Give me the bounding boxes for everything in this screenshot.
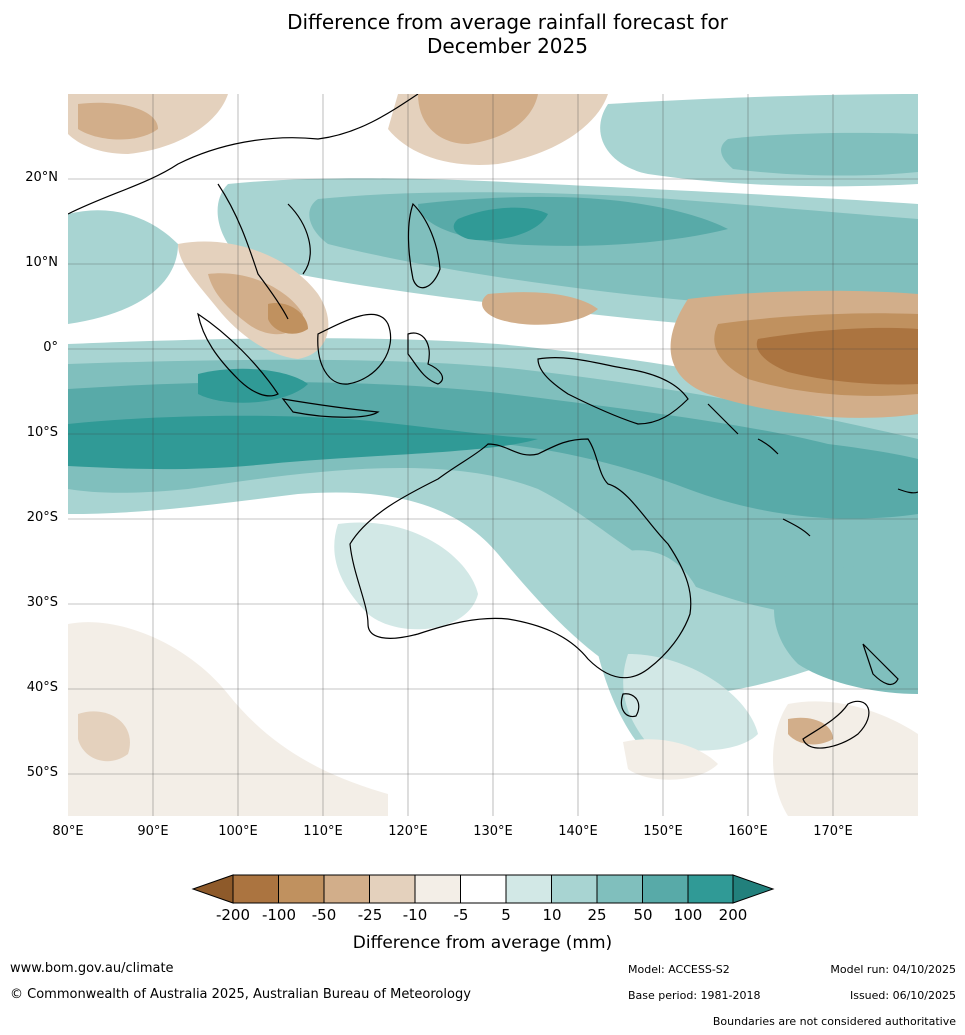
colorbar-segment	[414, 874, 461, 904]
colorbar-label: -100	[261, 906, 297, 924]
lon-label-90e: 90°E	[137, 824, 169, 839]
colorbar-title: Difference from average (mm)	[352, 933, 613, 953]
lon-label-140e: 140°E	[558, 824, 598, 839]
colorbar-segment	[232, 874, 279, 904]
lat-label-10n: 10°N	[25, 255, 58, 270]
australia-outline	[349, 438, 692, 679]
colorbar-segment	[642, 874, 689, 904]
borneo-outline	[317, 313, 392, 385]
colorbar-segment	[596, 874, 643, 904]
colorbar-segment	[323, 874, 370, 904]
colorbar-label: 50	[633, 906, 653, 924]
colorbar-label: -5	[453, 906, 469, 924]
lat-label-40s: 40°S	[26, 680, 58, 695]
lon-label-170e: 170°E	[813, 824, 853, 839]
colorbar-label: -200	[215, 906, 251, 924]
colorbar-segment	[551, 874, 598, 904]
model-run-date: Model run: 04/10/2025	[830, 963, 956, 976]
map-canvas	[68, 94, 918, 816]
colorbar-label: 100	[673, 906, 703, 924]
asia-mainland-outline	[68, 94, 419, 320]
pacific-islands-outline	[707, 403, 918, 537]
philippines-outline	[407, 202, 441, 289]
colorbar-label: 200	[718, 906, 748, 924]
new-guinea-outline	[537, 357, 689, 425]
bom-website-link[interactable]: www.bom.gov.au/climate	[10, 961, 174, 976]
lon-label-110e: 110°E	[303, 824, 343, 839]
colorbar-label: 5	[501, 906, 511, 924]
sulawesi-outline	[407, 332, 443, 385]
java-outline	[281, 398, 380, 418]
wet-anomaly-layer	[68, 94, 918, 774]
lat-label-0: 0°	[43, 340, 58, 355]
lat-label-10s: 10°S	[26, 425, 58, 440]
colorbar-segment	[687, 874, 734, 904]
map-title: Difference from average rainfall forecas…	[0, 10, 965, 58]
coastlines	[68, 94, 918, 749]
lon-label-130e: 130°E	[473, 824, 513, 839]
colorbar-segment	[369, 874, 416, 904]
lon-label-150e: 150°E	[643, 824, 683, 839]
colorbar-label: 10	[542, 906, 562, 924]
colorbar-segment-highest	[732, 874, 775, 904]
lat-label-20n: 20°N	[25, 170, 58, 185]
colorbar-label: -25	[357, 906, 383, 924]
colorbar-segment	[505, 874, 552, 904]
rainfall-anomaly-map	[68, 94, 918, 816]
title-line-1: Difference from average rainfall forecas…	[287, 10, 728, 34]
copyright-notice: © Commonwealth of Australia 2025, Austra…	[10, 987, 471, 1002]
lon-label-80e: 80°E	[52, 824, 84, 839]
colorbar-label: -10	[402, 906, 428, 924]
tasmania-outline	[620, 693, 640, 718]
lon-label-120e: 120°E	[388, 824, 428, 839]
boundaries-disclaimer: Boundaries are not considered authoritat…	[712, 1015, 956, 1028]
graticule	[68, 94, 918, 816]
colorbar-segment	[278, 874, 325, 904]
lat-label-20s: 20°S	[26, 510, 58, 525]
dry-anomaly-layer	[68, 94, 918, 816]
lon-label-160e: 160°E	[728, 824, 768, 839]
colorbar	[191, 874, 775, 904]
sumatra-outline	[197, 312, 279, 397]
lon-label-100e: 100°E	[218, 824, 258, 839]
new-zealand-outline	[802, 643, 899, 749]
base-period: Base period: 1981-2018	[628, 989, 761, 1002]
lat-label-50s: 50°S	[26, 765, 58, 780]
model-name: Model: ACCESS-S2	[628, 963, 730, 976]
issued-date: Issued: 06/10/2025	[849, 989, 956, 1002]
lat-label-30s: 30°S	[26, 595, 58, 610]
title-line-2: December 2025	[427, 34, 588, 58]
colorbar-segment-lowest	[191, 874, 234, 904]
colorbar-segment	[460, 874, 507, 904]
colorbar-label: -50	[311, 906, 337, 924]
colorbar-label: 25	[587, 906, 607, 924]
